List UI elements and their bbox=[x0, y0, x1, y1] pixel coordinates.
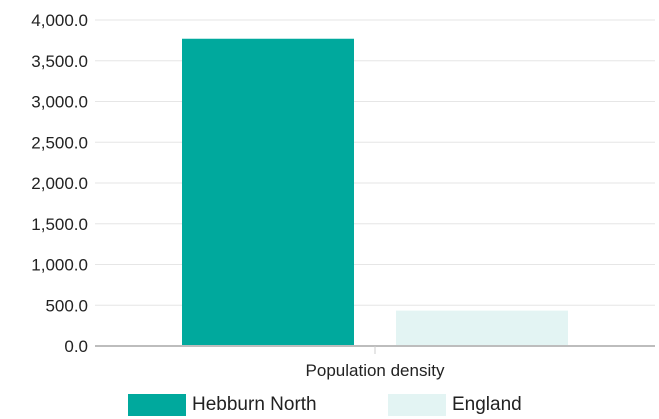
y-tick-label: 4,000.0 bbox=[31, 11, 88, 30]
y-tick-label: 0.0 bbox=[64, 337, 88, 356]
legend-label-hebburn-north: Hebburn North bbox=[192, 394, 317, 415]
y-tick-label: 2,000.0 bbox=[31, 174, 88, 193]
gridlines bbox=[95, 19, 655, 306]
y-tick-label: 1,000.0 bbox=[31, 256, 88, 275]
legend-item-england: England bbox=[388, 394, 522, 416]
bar-hebburn-north bbox=[182, 38, 354, 347]
bars bbox=[182, 38, 568, 347]
y-axis-ticks: 0.0 500.0 1,000.0 1,500.0 2,000.0 2,500.0 3,00… bbox=[31, 11, 88, 356]
y-tick-label: 3,000.0 bbox=[31, 93, 88, 112]
legend-item-hebburn-north: Hebburn North bbox=[128, 394, 317, 416]
legend: Hebburn North England bbox=[0, 394, 659, 419]
y-tick-label: 2,500.0 bbox=[31, 133, 88, 152]
legend-label-england: England bbox=[452, 394, 522, 415]
legend-swatch-hebburn-north bbox=[128, 394, 186, 416]
y-tick-label: 1,500.0 bbox=[31, 215, 88, 234]
y-tick-label: 500.0 bbox=[45, 296, 88, 315]
bar-england bbox=[396, 310, 568, 346]
y-tick-label: 3,500.0 bbox=[31, 52, 88, 71]
x-tick-label: Population density bbox=[306, 361, 445, 380]
legend-swatch-england bbox=[388, 394, 446, 416]
